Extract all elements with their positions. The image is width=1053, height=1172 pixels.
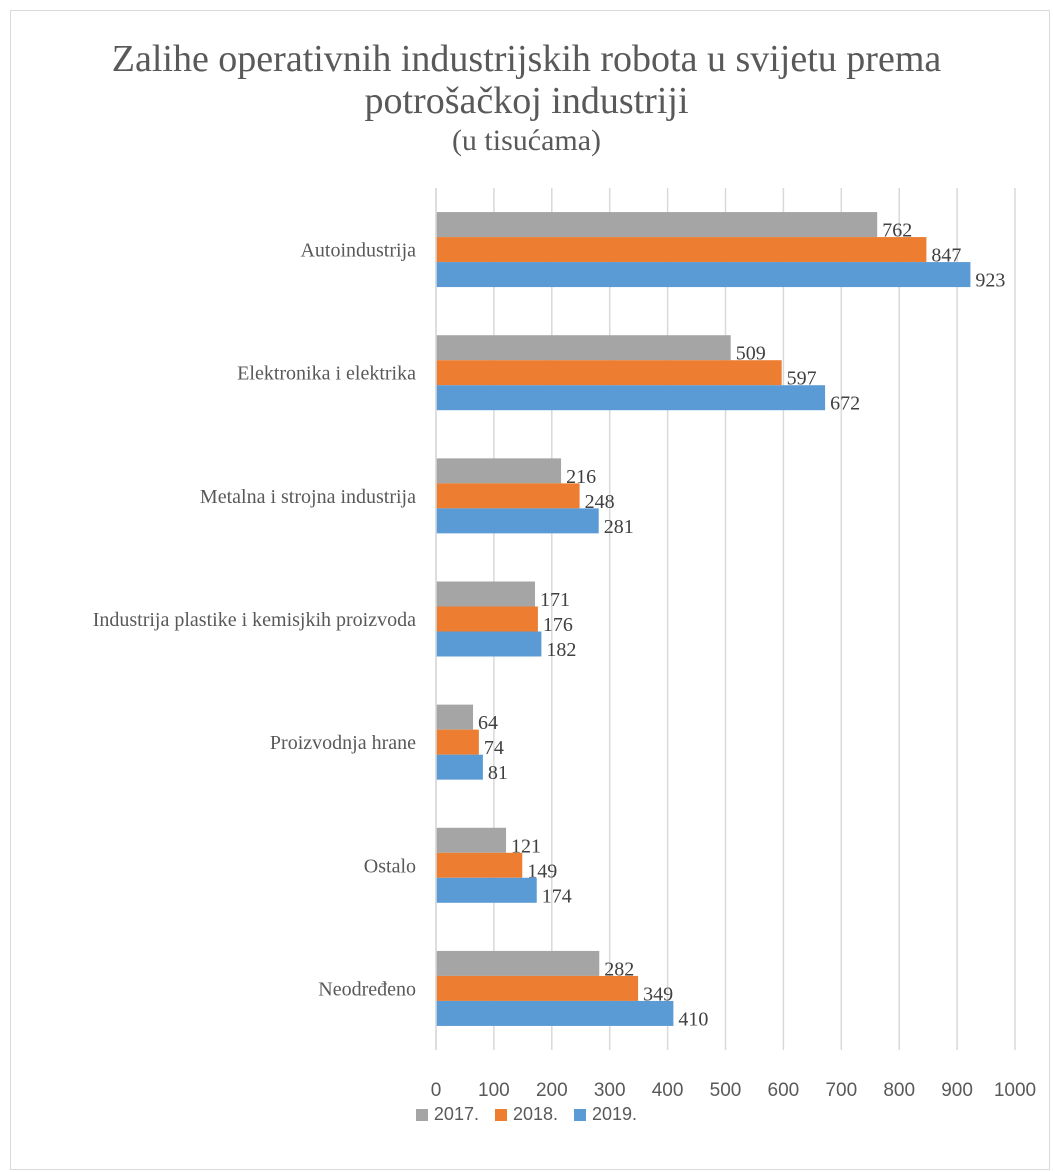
legend-swatch — [494, 1109, 507, 1121]
x-tick-label: 400 — [652, 1080, 684, 1101]
x-tick-label: 0 — [431, 1080, 442, 1101]
data-label: 149 — [527, 860, 557, 882]
data-label: 597 — [787, 368, 817, 390]
x-tick-label: 300 — [594, 1080, 626, 1101]
legend-label: 2018. — [512, 1104, 559, 1124]
chart-title: Zalihe operativnih industrijskih robota … — [111, 38, 942, 122]
bar — [436, 877, 537, 903]
data-label: 176 — [543, 614, 573, 636]
x-tick-label: 700 — [825, 1080, 857, 1101]
bar — [436, 262, 971, 288]
legend-swatch — [574, 1109, 587, 1121]
data-label: 74 — [484, 737, 504, 759]
x-tick-label: 100 — [478, 1080, 510, 1101]
data-label: 121 — [511, 835, 541, 857]
data-label: 182 — [546, 639, 576, 661]
data-label: 216 — [566, 466, 596, 488]
data-label: 248 — [585, 491, 615, 513]
data-label: 672 — [830, 393, 860, 415]
bar — [436, 606, 538, 632]
bar — [436, 508, 599, 534]
data-label: 282 — [604, 958, 634, 980]
category-label: Neodređeno — [318, 978, 416, 1000]
legend-item: 2018. — [494, 1104, 559, 1125]
category-label: Elektronika i elektrika — [237, 363, 416, 385]
bar — [436, 360, 782, 386]
category-label: Industrija plastike i kemisjkih proizvod… — [93, 609, 416, 631]
bar — [436, 581, 536, 607]
data-label: 349 — [643, 983, 673, 1005]
category-label: Metalna i strojna industrija — [200, 486, 416, 508]
category-label: Autoindustrija — [300, 240, 416, 262]
bar — [436, 335, 731, 361]
bar — [436, 385, 826, 411]
bar — [436, 237, 927, 263]
bar — [436, 852, 523, 878]
x-tick-label: 500 — [710, 1080, 742, 1101]
x-tick-label: 200 — [536, 1080, 568, 1101]
bar — [436, 975, 639, 1001]
legend-item: 2019. — [574, 1104, 637, 1125]
bar — [436, 483, 580, 509]
category-label: Ostalo — [364, 855, 416, 877]
data-label: 171 — [540, 589, 570, 611]
data-label: 509 — [736, 343, 766, 365]
bar — [436, 754, 483, 780]
bar — [436, 704, 474, 730]
data-label: 281 — [604, 516, 634, 538]
bar — [436, 827, 507, 853]
bar — [436, 631, 542, 657]
legend-label: 2017. — [433, 1104, 479, 1124]
bar — [436, 950, 600, 976]
legend-swatch — [415, 1109, 428, 1121]
chart-legend: 2017. 2018. 2019. — [0, 1104, 1053, 1125]
legend-item: 2017. — [415, 1104, 479, 1125]
bar — [436, 729, 479, 755]
x-tick-label: 600 — [768, 1080, 800, 1101]
data-label: 847 — [931, 245, 961, 267]
bar — [436, 1000, 674, 1026]
x-tick-label: 1000 — [994, 1080, 1036, 1101]
category-label: Proizvodnja hrane — [270, 732, 416, 754]
chart-subtitle: (u tisućama) — [451, 124, 602, 157]
data-label: 410 — [678, 1008, 708, 1030]
data-label: 81 — [488, 762, 508, 784]
x-tick-label: 800 — [883, 1080, 915, 1101]
data-label: 174 — [542, 885, 572, 907]
x-tick-label: 900 — [941, 1080, 973, 1101]
legend-label: 2019. — [592, 1104, 638, 1124]
bar — [436, 458, 562, 484]
data-label: 762 — [882, 220, 912, 242]
bar — [436, 212, 878, 238]
data-label: 64 — [478, 712, 498, 734]
data-label: 923 — [975, 270, 1005, 292]
